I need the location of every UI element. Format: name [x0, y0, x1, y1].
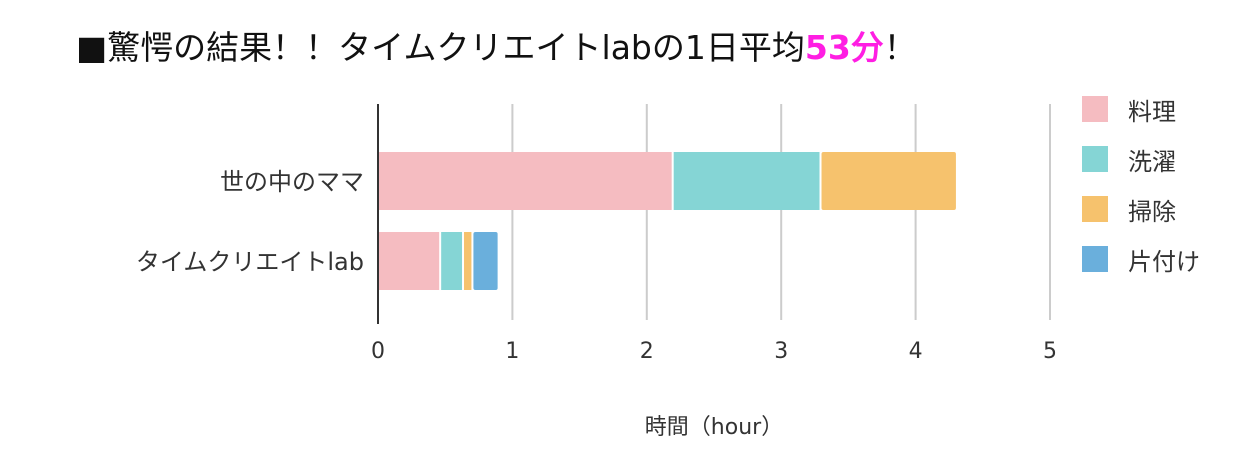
x-tick-label: 3: [774, 339, 788, 364]
x-tick-label: 0: [371, 339, 385, 364]
category-label: タイムクリエイトlab: [136, 248, 364, 276]
x-tick-label: 5: [1043, 339, 1057, 364]
bar-segment: [821, 152, 956, 210]
bar-segment: [378, 232, 440, 290]
legend-item: 掃除: [1082, 196, 1200, 226]
title-prefix: ■驚愕の結果！！タイムクリエイトlabの1日平均: [76, 28, 805, 67]
bar-segment: [673, 152, 820, 210]
x-tick-label: 1: [505, 339, 519, 364]
bar-segment: [473, 232, 498, 290]
bar-segment: [378, 152, 672, 210]
bar-segment: [464, 232, 472, 290]
x-tick-label: 2: [640, 339, 654, 364]
legend-label: 片付け: [1128, 247, 1200, 276]
legend-label: 掃除: [1128, 197, 1176, 226]
chart-legend: 料理 洗濯 掃除 片付け: [1082, 96, 1200, 296]
chart-title: ■驚愕の結果！！タイムクリエイトlabの1日平均53分！: [76, 26, 917, 70]
legend-item: 洗濯: [1082, 146, 1200, 176]
legend-swatch: [1082, 196, 1108, 222]
title-suffix: ！: [883, 28, 917, 67]
legend-label: 洗濯: [1128, 147, 1176, 176]
legend-swatch: [1082, 146, 1108, 172]
x-tick-label: 4: [909, 339, 923, 364]
legend-swatch: [1082, 96, 1108, 122]
legend-item: 片付け: [1082, 246, 1200, 276]
legend-swatch: [1082, 246, 1108, 272]
x-axis-label: 時間（hour）: [645, 415, 783, 440]
category-label: 世の中のママ: [220, 168, 364, 196]
legend-item: 料理: [1082, 96, 1200, 126]
legend-label: 料理: [1128, 97, 1176, 126]
title-highlight: 53分: [804, 28, 884, 67]
bar-segment: [441, 232, 463, 290]
